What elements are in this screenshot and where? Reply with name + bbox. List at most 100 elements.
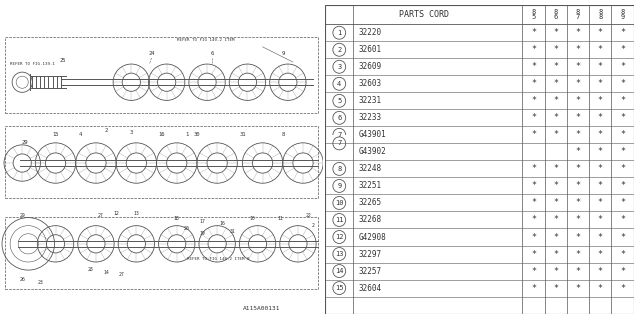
Text: *: * bbox=[598, 233, 603, 242]
Text: PARTS CORD: PARTS CORD bbox=[399, 10, 449, 19]
Text: *: * bbox=[553, 130, 558, 140]
Text: *: * bbox=[620, 62, 625, 71]
Text: 29: 29 bbox=[22, 140, 29, 145]
Text: *: * bbox=[553, 233, 558, 242]
Text: 32609: 32609 bbox=[358, 62, 381, 71]
Text: 32231: 32231 bbox=[358, 96, 381, 105]
Text: *: * bbox=[575, 130, 580, 140]
Text: 32601: 32601 bbox=[358, 45, 381, 54]
Text: 12: 12 bbox=[113, 211, 119, 216]
Text: *: * bbox=[531, 45, 536, 54]
Text: 15: 15 bbox=[335, 285, 344, 291]
Text: *: * bbox=[620, 198, 625, 207]
Text: 15: 15 bbox=[52, 132, 59, 137]
Text: *: * bbox=[531, 284, 536, 292]
Text: 32233: 32233 bbox=[358, 113, 381, 122]
Text: *: * bbox=[598, 113, 603, 122]
Text: 32220: 32220 bbox=[358, 28, 381, 37]
Text: *: * bbox=[620, 79, 625, 88]
Text: *: * bbox=[620, 130, 625, 140]
Text: 22: 22 bbox=[305, 213, 311, 218]
Text: *: * bbox=[620, 28, 625, 37]
Text: 10: 10 bbox=[335, 200, 344, 206]
Text: *: * bbox=[620, 96, 625, 105]
Text: 9: 9 bbox=[337, 183, 341, 189]
Text: *: * bbox=[598, 62, 603, 71]
Text: 27: 27 bbox=[118, 272, 124, 276]
Text: 32257: 32257 bbox=[358, 267, 381, 276]
Text: *: * bbox=[553, 215, 558, 224]
Text: *: * bbox=[598, 130, 603, 140]
Text: *: * bbox=[575, 113, 580, 122]
Text: 31: 31 bbox=[229, 229, 235, 234]
Text: *: * bbox=[553, 164, 558, 173]
Text: *: * bbox=[553, 267, 558, 276]
Text: 32297: 32297 bbox=[358, 250, 381, 259]
Text: 8
8: 8 8 bbox=[598, 9, 602, 20]
Text: *: * bbox=[553, 250, 558, 259]
Bar bbox=[5, 126, 318, 198]
Text: *: * bbox=[553, 96, 558, 105]
Text: *: * bbox=[575, 28, 580, 37]
Text: 1: 1 bbox=[185, 132, 188, 137]
Text: *: * bbox=[598, 148, 603, 156]
Text: 3: 3 bbox=[130, 130, 133, 135]
Text: *: * bbox=[553, 45, 558, 54]
Text: *: * bbox=[598, 96, 603, 105]
Text: *: * bbox=[620, 233, 625, 242]
Text: 8
9: 8 9 bbox=[620, 9, 625, 20]
Text: 26: 26 bbox=[19, 277, 25, 282]
Text: 12: 12 bbox=[335, 234, 344, 240]
Text: *: * bbox=[575, 148, 580, 156]
Text: 11: 11 bbox=[335, 217, 344, 223]
Text: 24: 24 bbox=[148, 52, 155, 56]
Text: 18: 18 bbox=[174, 216, 180, 221]
Text: 31: 31 bbox=[239, 132, 246, 137]
Text: *: * bbox=[575, 96, 580, 105]
Text: 1: 1 bbox=[337, 30, 341, 36]
Text: G42908: G42908 bbox=[358, 233, 387, 242]
Text: *: * bbox=[598, 250, 603, 259]
Text: *: * bbox=[575, 62, 580, 71]
Text: *: * bbox=[575, 198, 580, 207]
Text: *: * bbox=[620, 250, 625, 259]
Text: *: * bbox=[531, 130, 536, 140]
Text: *: * bbox=[620, 215, 625, 224]
Circle shape bbox=[333, 137, 346, 150]
Text: 8
7: 8 7 bbox=[576, 9, 580, 20]
Bar bbox=[5, 217, 318, 289]
Text: 14: 14 bbox=[335, 268, 344, 274]
Text: *: * bbox=[531, 113, 536, 122]
Text: *: * bbox=[575, 250, 580, 259]
Text: REFER TO FIG 140-2 ITEM 8: REFER TO FIG 140-2 ITEM 8 bbox=[187, 257, 250, 261]
Text: *: * bbox=[598, 181, 603, 190]
Text: *: * bbox=[531, 198, 536, 207]
Text: 32268: 32268 bbox=[358, 215, 381, 224]
Text: 32248: 32248 bbox=[358, 164, 381, 173]
Text: 4: 4 bbox=[79, 132, 83, 137]
Text: 7: 7 bbox=[337, 132, 341, 138]
Text: REFER TO FIG.139-1: REFER TO FIG.139-1 bbox=[10, 62, 55, 66]
Text: *: * bbox=[531, 267, 536, 276]
Text: 10: 10 bbox=[250, 216, 255, 221]
Text: 2: 2 bbox=[312, 223, 314, 228]
Text: 30: 30 bbox=[194, 132, 200, 137]
Text: *: * bbox=[553, 79, 558, 88]
Text: 6: 6 bbox=[211, 52, 214, 56]
Text: G43901: G43901 bbox=[358, 130, 387, 140]
Text: *: * bbox=[575, 215, 580, 224]
Text: *: * bbox=[598, 267, 603, 276]
Text: *: * bbox=[620, 284, 625, 292]
Text: 25: 25 bbox=[60, 58, 66, 62]
Text: *: * bbox=[620, 164, 625, 173]
Text: *: * bbox=[575, 164, 580, 173]
Text: *: * bbox=[553, 113, 558, 122]
Text: 6: 6 bbox=[337, 115, 341, 121]
Text: *: * bbox=[598, 164, 603, 173]
Text: 23: 23 bbox=[38, 280, 44, 285]
Text: 16: 16 bbox=[158, 132, 165, 137]
Bar bbox=[5, 37, 318, 113]
Text: 8
5: 8 5 bbox=[531, 9, 536, 20]
Text: 32265: 32265 bbox=[358, 198, 381, 207]
Text: *: * bbox=[553, 181, 558, 190]
